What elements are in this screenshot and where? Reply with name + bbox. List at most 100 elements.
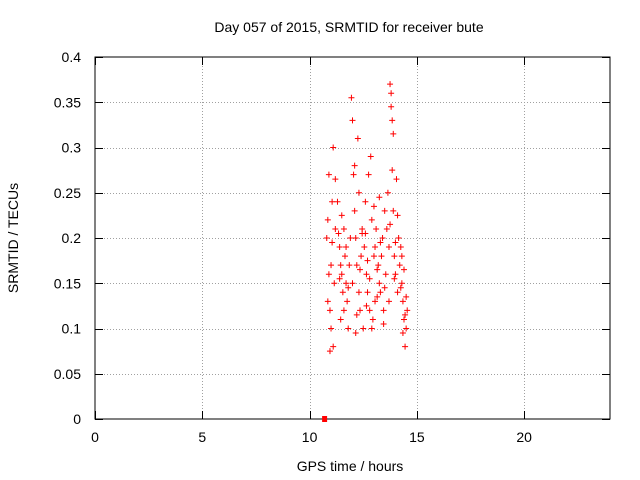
zero-value-marker [322, 416, 328, 422]
data-point [355, 289, 362, 296]
data-point [402, 311, 409, 318]
data-point [365, 171, 372, 178]
data-point [389, 117, 396, 124]
data-point [392, 271, 399, 278]
data-point [340, 225, 347, 232]
data-point [336, 275, 343, 282]
chart-title: Day 057 of 2015, SRMTID for receiver but… [214, 19, 483, 35]
data-point [337, 316, 344, 323]
data-point [398, 253, 405, 260]
data-point [362, 230, 369, 237]
data-point [352, 235, 359, 241]
data-point [402, 343, 409, 350]
data-point [334, 198, 341, 205]
data-point [335, 230, 342, 237]
data-point [367, 153, 374, 160]
data-point [369, 316, 376, 323]
data-point [352, 330, 359, 337]
data-points [322, 81, 411, 422]
data-point [363, 271, 370, 278]
data-point [397, 284, 404, 291]
data-point [399, 330, 406, 337]
data-point [364, 257, 371, 264]
data-point [373, 225, 380, 232]
data-point [330, 144, 337, 151]
data-point [395, 235, 402, 241]
data-point [329, 239, 336, 246]
data-point [328, 325, 335, 332]
data-point [349, 117, 356, 124]
data-point [377, 239, 384, 246]
data-point [338, 271, 345, 278]
x-tick-label: 5 [198, 429, 206, 445]
data-point [343, 280, 350, 287]
data-point [340, 307, 347, 314]
data-point [328, 262, 335, 269]
data-point [392, 239, 399, 246]
data-point [354, 135, 361, 142]
data-point [381, 207, 388, 214]
data-point [353, 311, 360, 318]
y-tick-label: 0.2 [62, 230, 82, 246]
data-point [377, 289, 384, 296]
data-point [391, 275, 398, 282]
data-point [364, 289, 371, 296]
data-point [399, 298, 406, 305]
data-point [331, 280, 338, 287]
x-tick-label: 10 [302, 429, 318, 445]
data-point [362, 198, 369, 205]
data-point [387, 81, 394, 88]
data-point [360, 325, 367, 332]
data-point [326, 307, 333, 314]
data-point [339, 289, 346, 296]
data-point [381, 284, 388, 291]
data-point [337, 262, 344, 269]
data-point [349, 280, 356, 287]
data-point [368, 325, 375, 332]
grid [95, 57, 610, 419]
data-point [347, 235, 354, 241]
x-tick-label: 15 [409, 429, 425, 445]
data-point [384, 189, 391, 196]
data-point [329, 198, 336, 205]
data-point [383, 225, 390, 232]
data-point [391, 253, 398, 260]
data-point [370, 253, 377, 260]
data-point [403, 293, 410, 300]
data-point [385, 298, 392, 305]
data-point [376, 280, 383, 287]
data-point [363, 302, 370, 309]
x-tick-label: 0 [91, 429, 99, 445]
data-point [380, 307, 387, 314]
data-point [401, 316, 407, 323]
y-tick-label: 0.35 [54, 94, 81, 110]
axis-ticks: 0 0.05 0.1 0.15 0.2 0.25 0.3 0.35 0.4 0 5 10 15 20 [54, 49, 610, 445]
data-point [350, 171, 357, 178]
data-point [351, 162, 358, 169]
data-point [374, 266, 381, 273]
data-point [345, 284, 352, 291]
data-point [361, 244, 368, 251]
data-point [325, 171, 332, 178]
data-point [394, 212, 401, 219]
y-axis-label: SRMTID / TECUs [5, 183, 21, 293]
y-tick-label: 0.05 [54, 366, 81, 382]
data-point [388, 103, 395, 110]
data-point [370, 203, 377, 210]
data-point [396, 262, 403, 269]
y-tick-label: 0.15 [54, 275, 81, 291]
data-point [394, 289, 401, 296]
data-point [348, 94, 355, 101]
data-point [330, 343, 337, 350]
data-point [324, 298, 331, 305]
data-point [341, 253, 348, 260]
y-tick-label: 0.25 [54, 185, 81, 201]
y-tick-label: 0 [73, 411, 81, 427]
y-tick-label: 0.3 [62, 140, 82, 156]
data-point [355, 189, 362, 196]
data-point [338, 212, 345, 219]
data-point [326, 348, 333, 355]
data-point [385, 244, 392, 251]
data-point [345, 325, 352, 332]
data-point [376, 194, 383, 201]
